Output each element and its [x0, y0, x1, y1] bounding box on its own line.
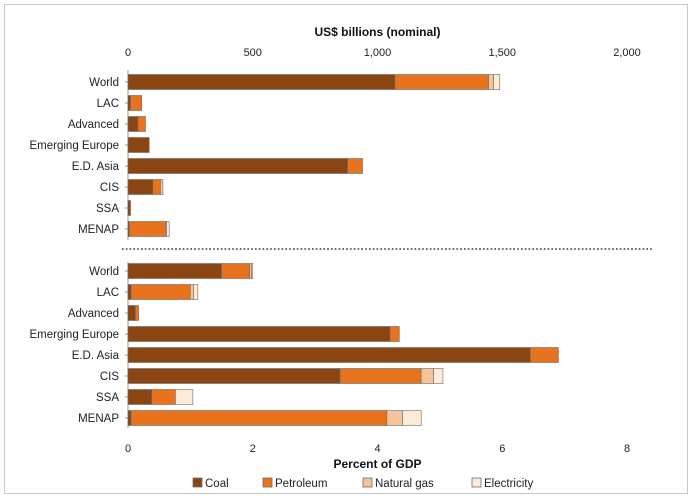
bar-petroleum-lac: [130, 284, 191, 300]
category-label-world: World: [89, 266, 119, 278]
bar-coal-menap: [127, 410, 132, 426]
category-label-ssa: SSA: [96, 203, 119, 215]
bar-electricity-menap: [166, 221, 170, 237]
x-tick-label: 8: [624, 443, 630, 455]
bar-electricity-world: [251, 263, 254, 279]
bar-petroleum-advanced: [135, 305, 139, 321]
bar-natural-gas-cis: [420, 368, 434, 384]
bar-electricity-cis: [433, 368, 444, 384]
category-label-lac: LAC: [97, 287, 119, 299]
bar-coal-cis: [127, 368, 341, 384]
category-label-lac: LAC: [97, 98, 119, 110]
bar-electricity-menap: [402, 410, 422, 426]
bar-electricity-lac: [193, 284, 199, 300]
bar-coal-emerging-europe: [127, 326, 391, 342]
bar-natural-gas-world: [488, 74, 494, 90]
bar-coal-advanced: [127, 116, 139, 132]
category-label-advanced: Advanced: [68, 119, 119, 131]
category-label-e-d-asia: E.D. Asia: [72, 350, 120, 362]
bar-coal-ssa: [127, 389, 153, 405]
x-tick-label: 0: [125, 47, 131, 59]
legend-swatch-electricity: [471, 477, 482, 488]
bar-coal-cis: [127, 179, 154, 195]
category-label-ssa: SSA: [96, 392, 119, 404]
legend-label-coal: Coal: [205, 478, 229, 490]
bar-natural-gas-lac: [190, 284, 194, 300]
bar-petroleum-e-d-asia: [347, 158, 363, 174]
bar-electricity-ssa: [175, 389, 194, 405]
bar-petroleum-cis: [339, 368, 422, 384]
x-tick-label: 2,000: [613, 47, 641, 59]
legend-label-natural-gas: Natural gas: [375, 478, 434, 490]
legend-swatch-natural-gas: [362, 477, 373, 488]
bar-petroleum-ssa: [151, 389, 176, 405]
bar-natural-gas-cis: [160, 179, 164, 195]
legend-label-petroleum: Petroleum: [275, 478, 327, 490]
bar-coal-ssa: [127, 200, 131, 216]
category-label-emerging-europe: Emerging Europe: [30, 329, 120, 341]
panel-usd-billions: US$ billions (nominal) 0 500 1,000 1,500 2,00…: [30, 25, 641, 240]
category-label-world: World: [89, 77, 119, 89]
axis-title: US$ billions (nominal): [314, 25, 440, 39]
x-tick-label: 6: [499, 443, 505, 455]
bar-petroleum-emerging-europe: [389, 326, 400, 342]
bar-petroleum-menap: [128, 221, 166, 237]
legend-swatch-petroleum: [262, 477, 273, 488]
panel-percent-gdp: Percent of GDP 0 2 4 6 8 World LAC Advanced Emerg…: [30, 262, 630, 471]
legend-label-electricity: Electricity: [484, 478, 533, 490]
bar-petroleum-e-d-asia: [530, 347, 559, 363]
x-tick-label: 0: [125, 443, 131, 455]
bar-petroleum-lac: [130, 95, 143, 111]
category-label-emerging-europe: Emerging Europe: [30, 140, 120, 152]
bar-coal-advanced: [127, 305, 136, 321]
x-tick-label: 4: [374, 443, 380, 455]
category-label-menap: MENAP: [78, 224, 119, 236]
bar-electricity-world: [493, 74, 501, 90]
category-label-e-d-asia: E.D. Asia: [72, 161, 120, 173]
x-tick-label: 1,500: [488, 47, 516, 59]
category-label-advanced: Advanced: [68, 308, 119, 320]
legend: Coal Petroleum Natural gas Electricity: [192, 477, 533, 490]
bar-petroleum-advanced: [137, 116, 146, 132]
bar-petroleum-world: [394, 74, 489, 90]
bar-coal-emerging-europe: [127, 137, 150, 153]
bar-petroleum-menap: [130, 410, 388, 426]
x-tick-label: 1,000: [364, 47, 392, 59]
legend-swatch-coal: [192, 477, 203, 488]
bar-coal-e-d-asia: [127, 347, 531, 363]
category-label-menap: MENAP: [78, 413, 119, 425]
category-label-cis: CIS: [100, 182, 120, 194]
bar-petroleum-world: [221, 263, 250, 279]
bar-petroleum-cis: [152, 179, 161, 195]
bar-coal-lac: [127, 95, 131, 111]
bar-coal-lac: [127, 284, 132, 300]
bar-natural-gas-menap: [386, 410, 403, 426]
x-tick-label: 2: [250, 443, 256, 455]
bar-coal-world: [127, 263, 222, 279]
x-tick-label: 500: [244, 47, 262, 59]
bar-coal-world: [127, 74, 396, 90]
bar-coal-e-d-asia: [127, 158, 348, 174]
axis-title: Percent of GDP: [333, 457, 421, 471]
category-label-cis: CIS: [100, 371, 120, 383]
